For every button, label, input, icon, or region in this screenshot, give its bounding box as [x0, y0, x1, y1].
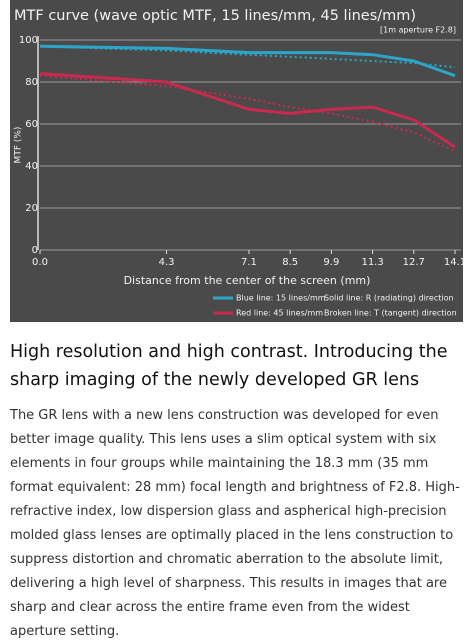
body-text: The GR lens with a new lens construction… — [10, 408, 460, 639]
x-axis-label: Distance from the center of the screen (… — [124, 274, 371, 287]
x-tick-label: 4.3 — [159, 257, 175, 268]
y-tick-label: 0 — [32, 245, 38, 256]
chart: MTF curve (wave optic MTF, 15 lines/mm, … — [10, 0, 463, 322]
chart-subtitle: [1m aperture F2.8] — [380, 26, 456, 35]
x-tick-label: 9.9 — [323, 257, 339, 268]
x-tick-label: 14.1 — [444, 257, 463, 268]
y-tick-label: 60 — [25, 119, 38, 130]
y-tick-label: 100 — [19, 35, 38, 46]
y-tick-label: 40 — [25, 161, 38, 172]
x-tick-label: 8.5 — [282, 257, 298, 268]
series-line — [39, 45, 456, 69]
series-line — [39, 74, 456, 153]
heading: High resolution and high contrast. Intro… — [10, 342, 448, 390]
legend-label: Blue line: 15 lines/mm — [236, 294, 326, 303]
y-tick-label: 80 — [25, 77, 38, 88]
series-line — [39, 44, 456, 78]
y-tick-label: 20 — [25, 203, 38, 214]
x-tick-label: 12.7 — [403, 257, 425, 268]
x-tick-label: 7.1 — [241, 257, 257, 268]
page: MTF curve (wave optic MTF, 15 lines/mm, … — [10, 0, 463, 639]
legend-label: Solid line: R (radiating) direction — [324, 294, 454, 303]
x-tick-label: 0.0 — [32, 257, 48, 268]
legend-label: Broken line: T (tangent) direction — [324, 309, 457, 318]
y-axis-label: MTF (%) — [14, 127, 24, 164]
x-tick-label: 11.3 — [361, 257, 383, 268]
series-line — [39, 72, 456, 149]
legend-label: Red line: 45 lines/mm — [236, 309, 323, 318]
chart-title: MTF curve (wave optic MTF, 15 lines/mm, … — [14, 8, 416, 24]
